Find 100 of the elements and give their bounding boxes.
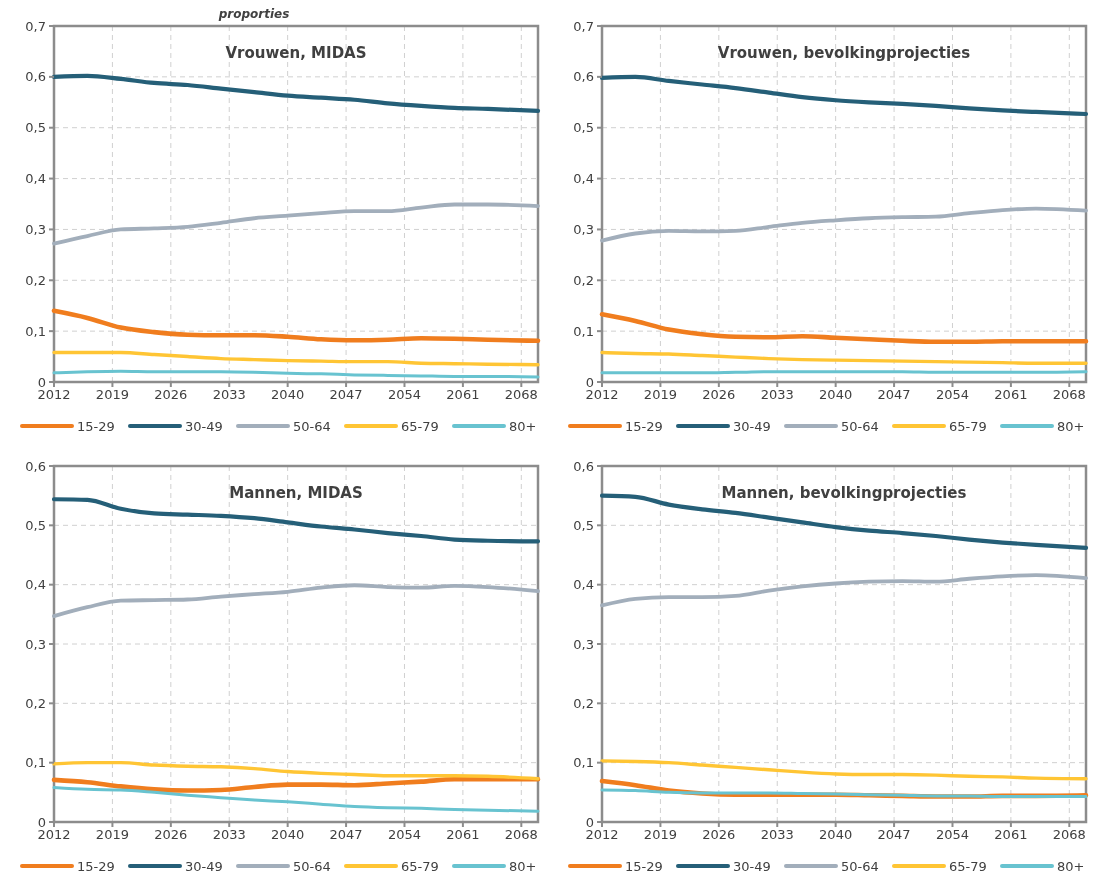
- x-tick-label: 2054: [387, 387, 422, 402]
- legend-label: 30-49: [185, 858, 223, 874]
- legend-label: 80+: [509, 418, 537, 434]
- line-series: [51, 73, 541, 114]
- y-tick-label: 0,2: [573, 272, 594, 288]
- line-series: [600, 573, 1088, 608]
- y-tick-label: 0: [37, 814, 46, 830]
- line-series: [52, 786, 540, 813]
- y-tick-label: 0: [37, 374, 46, 390]
- legend-label: 50-64: [293, 858, 331, 874]
- legend-label: 30-49: [733, 418, 771, 434]
- x-tick-label: 2040: [819, 827, 853, 842]
- legend-label: 65-79: [949, 418, 987, 434]
- y-tick-label: 0,4: [573, 171, 594, 187]
- y-tick-label: 0,7: [25, 18, 46, 34]
- y-tick-label: 0,7: [573, 18, 594, 34]
- line-series: [600, 759, 1088, 781]
- x-tick-label: 2026: [702, 387, 736, 402]
- y-tick-label: 0,2: [25, 272, 46, 288]
- x-tick-label: 2061: [994, 387, 1028, 402]
- x-tick-label: 2047: [329, 387, 363, 402]
- line-series: [600, 206, 1088, 243]
- legend-label: 30-49: [185, 418, 223, 434]
- x-tick-label: 2012: [37, 387, 71, 402]
- legend-label: 65-79: [401, 858, 439, 874]
- x-tick-label: 2047: [877, 827, 911, 842]
- x-tick-label: 2033: [212, 827, 246, 842]
- y-tick-label: 0: [585, 814, 594, 830]
- y-tick-label: 0,5: [573, 120, 594, 136]
- y-tick-label: 0,3: [573, 221, 594, 237]
- y-tick-label: 0,1: [573, 755, 594, 771]
- legend-label: 80+: [1057, 858, 1085, 874]
- x-tick-label: 2019: [643, 387, 677, 402]
- legend-label: 50-64: [293, 418, 331, 434]
- line-series: [52, 350, 540, 367]
- y-tick-label: 0,2: [25, 695, 46, 711]
- text: Vrouwen, bevolkingprojecties: [717, 44, 971, 62]
- x-tick-label: 2012: [585, 387, 619, 402]
- line-series: [52, 760, 540, 781]
- y-tick-label: 0,6: [573, 69, 594, 85]
- text: Mannen, MIDAS: [229, 484, 363, 502]
- legend-label: 65-79: [949, 858, 987, 874]
- x-tick-label: 2040: [271, 387, 305, 402]
- y-tick-label: 0,6: [573, 458, 594, 474]
- x-tick-label: 2068: [1052, 827, 1086, 842]
- x-tick-label: 2026: [702, 827, 736, 842]
- line-series: [52, 583, 540, 619]
- legend-label: 30-49: [733, 858, 771, 874]
- y-tick-label: 0,4: [25, 577, 46, 593]
- legend-label: 50-64: [841, 858, 879, 874]
- x-tick-label: 2047: [877, 387, 911, 402]
- x-tick-label: 2026: [154, 387, 188, 402]
- legend-label: 80+: [509, 858, 537, 874]
- x-tick-label: 2033: [212, 387, 246, 402]
- y-tick-label: 0,1: [25, 755, 46, 771]
- y-tick-label: 0,4: [573, 577, 594, 593]
- x-tick-label: 2061: [446, 387, 480, 402]
- legend-label: 15-29: [625, 858, 663, 874]
- y-tick-label: 0,5: [573, 517, 594, 533]
- x-tick-label: 2061: [994, 827, 1028, 842]
- legend-label: 15-29: [77, 418, 115, 434]
- x-tick-label: 2012: [37, 827, 71, 842]
- x-tick-label: 2061: [446, 827, 480, 842]
- x-tick-label: 2040: [819, 387, 853, 402]
- x-tick-label: 2068: [1052, 387, 1086, 402]
- y-tick-label: 0,3: [25, 636, 46, 652]
- line-series: [599, 312, 1089, 345]
- y-tick-label: 0,5: [25, 120, 46, 136]
- text: Mannen, bevolkingprojecties: [721, 484, 967, 502]
- y-tick-label: 0,6: [25, 69, 46, 85]
- y-axis-title: proporties: [217, 7, 290, 21]
- x-tick-label: 2068: [504, 827, 538, 842]
- x-tick-label: 2033: [760, 827, 794, 842]
- y-tick-label: 0,3: [25, 221, 46, 237]
- line-series: [51, 776, 541, 793]
- x-tick-label: 2019: [95, 827, 129, 842]
- x-tick-label: 2033: [760, 387, 794, 402]
- line-series: [600, 788, 1088, 798]
- y-tick-label: 0,4: [25, 171, 46, 187]
- x-tick-label: 2040: [271, 827, 305, 842]
- y-tick-label: 0,5: [25, 517, 46, 533]
- legend-label: 80+: [1057, 418, 1085, 434]
- x-tick-label: 2054: [935, 387, 970, 402]
- x-tick-label: 2012: [585, 827, 619, 842]
- y-tick-label: 0,1: [25, 323, 46, 339]
- legend-label: 15-29: [77, 858, 115, 874]
- y-tick-label: 0,2: [573, 695, 594, 711]
- x-tick-label: 2019: [95, 387, 129, 402]
- line-series: [52, 202, 540, 246]
- y-tick-label: 0,6: [25, 458, 46, 474]
- line-series: [600, 350, 1088, 365]
- x-tick-label: 2047: [329, 827, 363, 842]
- legend-label: 50-64: [841, 418, 879, 434]
- x-tick-label: 2026: [154, 827, 188, 842]
- y-tick-label: 0,3: [573, 636, 594, 652]
- x-tick-label: 2054: [935, 827, 970, 842]
- text: Vrouwen, MIDAS: [225, 44, 367, 62]
- y-tick-label: 0,1: [573, 323, 594, 339]
- x-tick-label: 2054: [387, 827, 422, 842]
- line-series: [599, 74, 1089, 117]
